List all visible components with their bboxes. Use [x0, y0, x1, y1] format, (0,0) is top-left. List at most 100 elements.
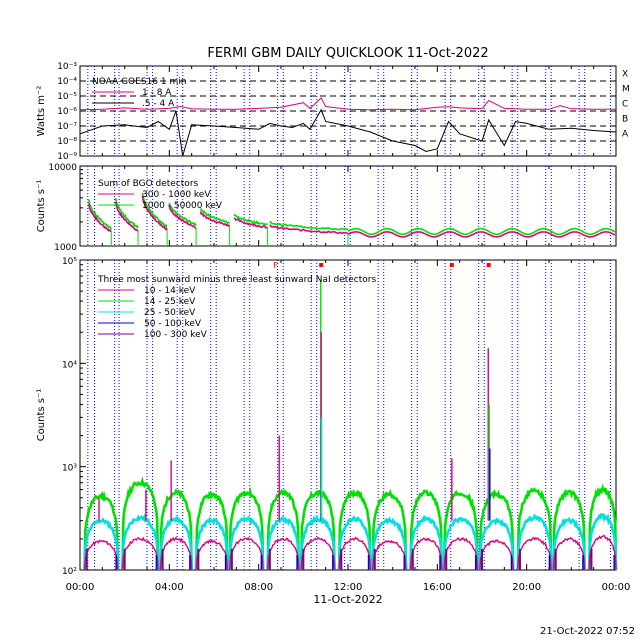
bgo-series-line [199, 211, 231, 228]
bgo-y-axis-label: Counts s⁻¹ [36, 180, 47, 233]
goes-flare-class-label: X [622, 70, 628, 80]
footer-timestamp: 21-Oct-2022 07:52 [540, 626, 635, 637]
nai-series-line [83, 539, 119, 570]
bgo-series-line [168, 205, 197, 230]
nai-series-line [159, 536, 193, 570]
bgo-series-line [114, 201, 139, 232]
nai-series-line [517, 537, 552, 570]
nai-series-line [516, 487, 553, 570]
nai-series-line [228, 486, 265, 570]
bgo-panel: 10000 1000 Counts s⁻¹ Sum of BGO detectors3… [36, 163, 617, 253]
nai-y-tick-label: 10³ [62, 464, 77, 474]
nai-panel: 10⁵ 10⁴ 10³ 10² Counts s⁻¹ F Three most sunwar… [36, 257, 618, 577]
bgo-series-line [199, 208, 230, 224]
bgo-series-line [88, 199, 113, 230]
goes-y-tick-label: 10⁻⁴ [57, 77, 77, 87]
goes-flare-class-label: A [622, 130, 629, 140]
bgo-series-line [347, 231, 616, 238]
nai-series-line [228, 515, 265, 570]
goes-y-tick-label: 10⁻⁹ [57, 152, 77, 162]
nai-y-axis-label: Counts s⁻¹ [36, 389, 47, 442]
nai-series-line [266, 488, 301, 570]
nai-series-line [121, 513, 160, 570]
bgo-legend-label: 1000 - 50000 keV [142, 201, 223, 211]
nai-series-line [228, 536, 264, 570]
goes-y-tick-label: 10⁻⁷ [57, 122, 77, 132]
nai-series-line [337, 515, 372, 570]
nai-series-line [371, 539, 407, 570]
bgo-series-line [141, 195, 168, 231]
x-tick-label: 08:00 [244, 582, 273, 593]
nai-y-tick-label: 10² [62, 567, 77, 577]
goes-legend-label: 1 - 8 A [142, 88, 172, 98]
goes-series-line [79, 97, 616, 111]
nai-series-line [552, 536, 586, 570]
goes-y-tick-label: 10⁻⁸ [57, 137, 77, 147]
nai-series-line [195, 538, 229, 570]
bgo-series-line [233, 213, 268, 227]
bgo-legend-title: Sum of BGO detectors [98, 179, 199, 189]
nai-legend-title: Three most sunward minus three least sun… [97, 275, 376, 285]
x-tick-label: 12:00 [334, 582, 363, 593]
nai-series-line [516, 513, 553, 570]
goes-y-tick-label: 10⁻⁵ [57, 92, 77, 102]
nai-legend-label: 50 - 100 keV [144, 319, 202, 329]
nai-series-line [478, 517, 515, 570]
nai-series-line [588, 534, 617, 570]
nai-series-line [337, 488, 372, 570]
nai-series-line [194, 490, 229, 570]
nai-series-line [371, 489, 408, 570]
x-tick-label: 20:00 [512, 582, 541, 593]
nai-series-line [83, 490, 120, 570]
nai-series-line [552, 516, 586, 570]
nai-series-line [266, 537, 300, 570]
nai-series-line [121, 476, 160, 570]
nai-series-line [478, 488, 515, 570]
nai-legend-label: 10 - 14 keV [144, 286, 196, 296]
nai-series-line [443, 536, 479, 570]
nai-series-line [338, 536, 371, 570]
bgo-series-line [233, 217, 268, 229]
bgo-series-line [114, 197, 139, 229]
goes-flare-class-label: B [622, 115, 628, 125]
nai-flag-marker: F [273, 261, 278, 270]
bgo-series-line [347, 227, 616, 236]
nai-series-line [442, 489, 479, 570]
bgo-series-line [88, 203, 112, 233]
nai-flag-marker [449, 263, 454, 267]
bgo-series-line [269, 224, 349, 235]
goes-flare-class-label: C [622, 100, 628, 110]
nai-series-line [409, 537, 443, 570]
x-tick-label: 00:00 [66, 582, 95, 593]
nai-legend-label: 100 - 300 keV [144, 330, 208, 340]
bgo-y-tick-label: 1000 [54, 243, 77, 253]
nai-series-line [83, 517, 120, 570]
bgo-legend-label: 300 - 1000 keV [142, 190, 211, 200]
nai-series-line [194, 516, 229, 570]
goes-y-tick-label: 10⁻⁶ [57, 107, 77, 117]
nai-series-line [300, 536, 336, 570]
goes-legend-label: .5 - 4 A [142, 99, 175, 109]
nai-flag-marker [486, 263, 491, 267]
x-axis-date-label: 11-Oct-2022 [313, 593, 382, 606]
nai-series-line [552, 489, 586, 570]
nai-y-tick-label: 10⁴ [62, 360, 77, 370]
x-axis-labels: 00:00 04:00 08:00 12:00 16:00 20:00 00:00 [66, 582, 631, 593]
goes-y-axis-label: Watts m⁻² [36, 86, 47, 137]
nai-series-line [442, 516, 479, 570]
nai-y-tick-label: 10⁵ [62, 257, 77, 267]
bgo-series-line [269, 220, 349, 231]
goes-y-tick-label: 10⁻³ [57, 62, 77, 72]
nai-series-line [371, 516, 408, 570]
nai-series-line [587, 513, 618, 570]
bgo-y-tick-label: 10000 [48, 163, 77, 173]
nai-series-line [409, 515, 444, 570]
goes-series-line [79, 108, 617, 157]
nai-legend-label: 14 - 25 keV [144, 297, 196, 307]
x-tick-label: 00:00 [602, 582, 631, 593]
x-tick-label: 04:00 [155, 582, 184, 593]
goes-flare-class-label: M [622, 85, 630, 95]
nai-series-line [266, 514, 301, 570]
